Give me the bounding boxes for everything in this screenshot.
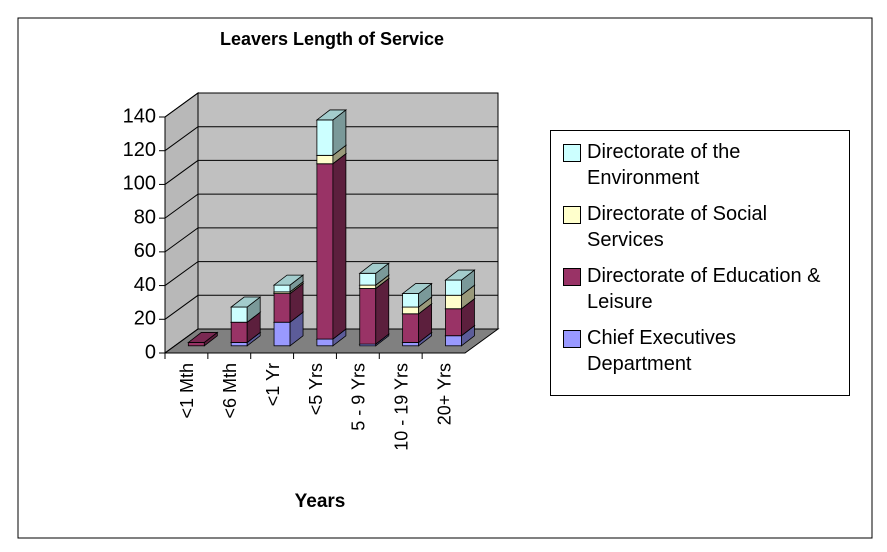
bar-segment: [315, 109, 348, 157]
bar-front: [359, 288, 377, 345]
bar-front: [402, 306, 420, 315]
bar-front: [273, 321, 291, 347]
grid-line: [164, 328, 498, 354]
grid-line: [164, 294, 498, 320]
legend-item: Directorate of Education & Leisure: [563, 263, 843, 315]
bar-segment: [272, 274, 305, 293]
legend-swatch: [563, 268, 581, 286]
legend-item: Directorate of the Environment: [563, 139, 843, 191]
x-tick-label: 5 - 9 Yrs: [349, 363, 369, 431]
legend: Directorate of the Environment Directorat…: [550, 130, 850, 396]
legend-item: Directorate of Social Services: [563, 201, 843, 253]
bar-front: [230, 306, 248, 323]
y-tick-label: 80: [134, 206, 156, 228]
grid-line: [164, 126, 498, 152]
legend-label: Chief Executives Department: [587, 327, 736, 375]
grid-line: [164, 92, 498, 118]
bar-front: [230, 342, 248, 347]
bar-side: [375, 277, 390, 345]
legend-label: Directorate of the Environment: [587, 141, 741, 189]
y-tick-label: 140: [123, 105, 156, 127]
y-tick-label: 0: [145, 341, 156, 363]
bar-front: [230, 321, 248, 343]
bar-front: [445, 294, 462, 310]
y-tick-label: 100: [123, 173, 156, 195]
legend-swatch: [563, 144, 581, 162]
grid-line: [164, 227, 498, 253]
x-tick-label: 10 - 19 Yrs: [391, 363, 411, 451]
bar-top: [272, 274, 305, 286]
bar-front: [316, 163, 334, 340]
bar-segment: [272, 311, 305, 347]
x-axis-title: Years: [295, 491, 346, 512]
bar-top: [230, 296, 262, 308]
y-tick-label: 40: [134, 274, 156, 296]
x-tick-label: <5 Yrs: [306, 363, 326, 415]
bar-front: [402, 342, 420, 347]
bar-top: [358, 262, 390, 274]
side-wall: [164, 92, 199, 354]
y-tick-label: 60: [134, 240, 156, 262]
bar-side: [332, 152, 347, 340]
bar-top: [187, 332, 219, 343]
bar-front: [273, 293, 291, 323]
bar-front: [445, 335, 462, 347]
bar-front: [273, 284, 291, 293]
grid-line: [164, 193, 498, 219]
chart-title: Leavers Length of Service: [220, 29, 444, 49]
bar-front: [316, 338, 334, 347]
bar-front: [445, 279, 462, 296]
legend-swatch: [563, 206, 581, 224]
x-tick-label: <6 Mth: [220, 363, 240, 419]
x-tick-label: 20+ Yrs: [434, 363, 454, 425]
bar-segment: [401, 282, 433, 308]
bar-front: [402, 293, 420, 308]
bar-front: [359, 284, 377, 289]
bar-segment: [187, 331, 219, 347]
legend-swatch: [563, 330, 581, 348]
bar-front: [187, 342, 205, 347]
bar-segment: [230, 296, 262, 324]
bar-segment: [315, 152, 348, 340]
y-tick-label: 120: [123, 139, 156, 161]
grid-line: [164, 261, 498, 286]
bar-top: [315, 109, 348, 121]
grid-line: [164, 159, 498, 185]
bar-front: [316, 154, 334, 165]
bar-front: [316, 119, 334, 156]
bar-top: [444, 269, 476, 281]
x-tick-label: <1 Yr: [263, 363, 283, 406]
bar-front: [402, 313, 420, 343]
bar-top: [401, 283, 433, 294]
y-tick-label: 20: [134, 308, 156, 330]
bar-segment: [358, 262, 390, 286]
x-tick-label: <1 Mth: [177, 363, 197, 419]
bar-front: [445, 308, 462, 337]
bar-segment: [444, 269, 476, 297]
bar-front: [359, 272, 377, 286]
legend-item: Chief Executives Department: [563, 325, 843, 377]
legend-label: Directorate of Education & Leisure: [587, 265, 821, 313]
legend-label: Directorate of Social Services: [587, 203, 768, 251]
